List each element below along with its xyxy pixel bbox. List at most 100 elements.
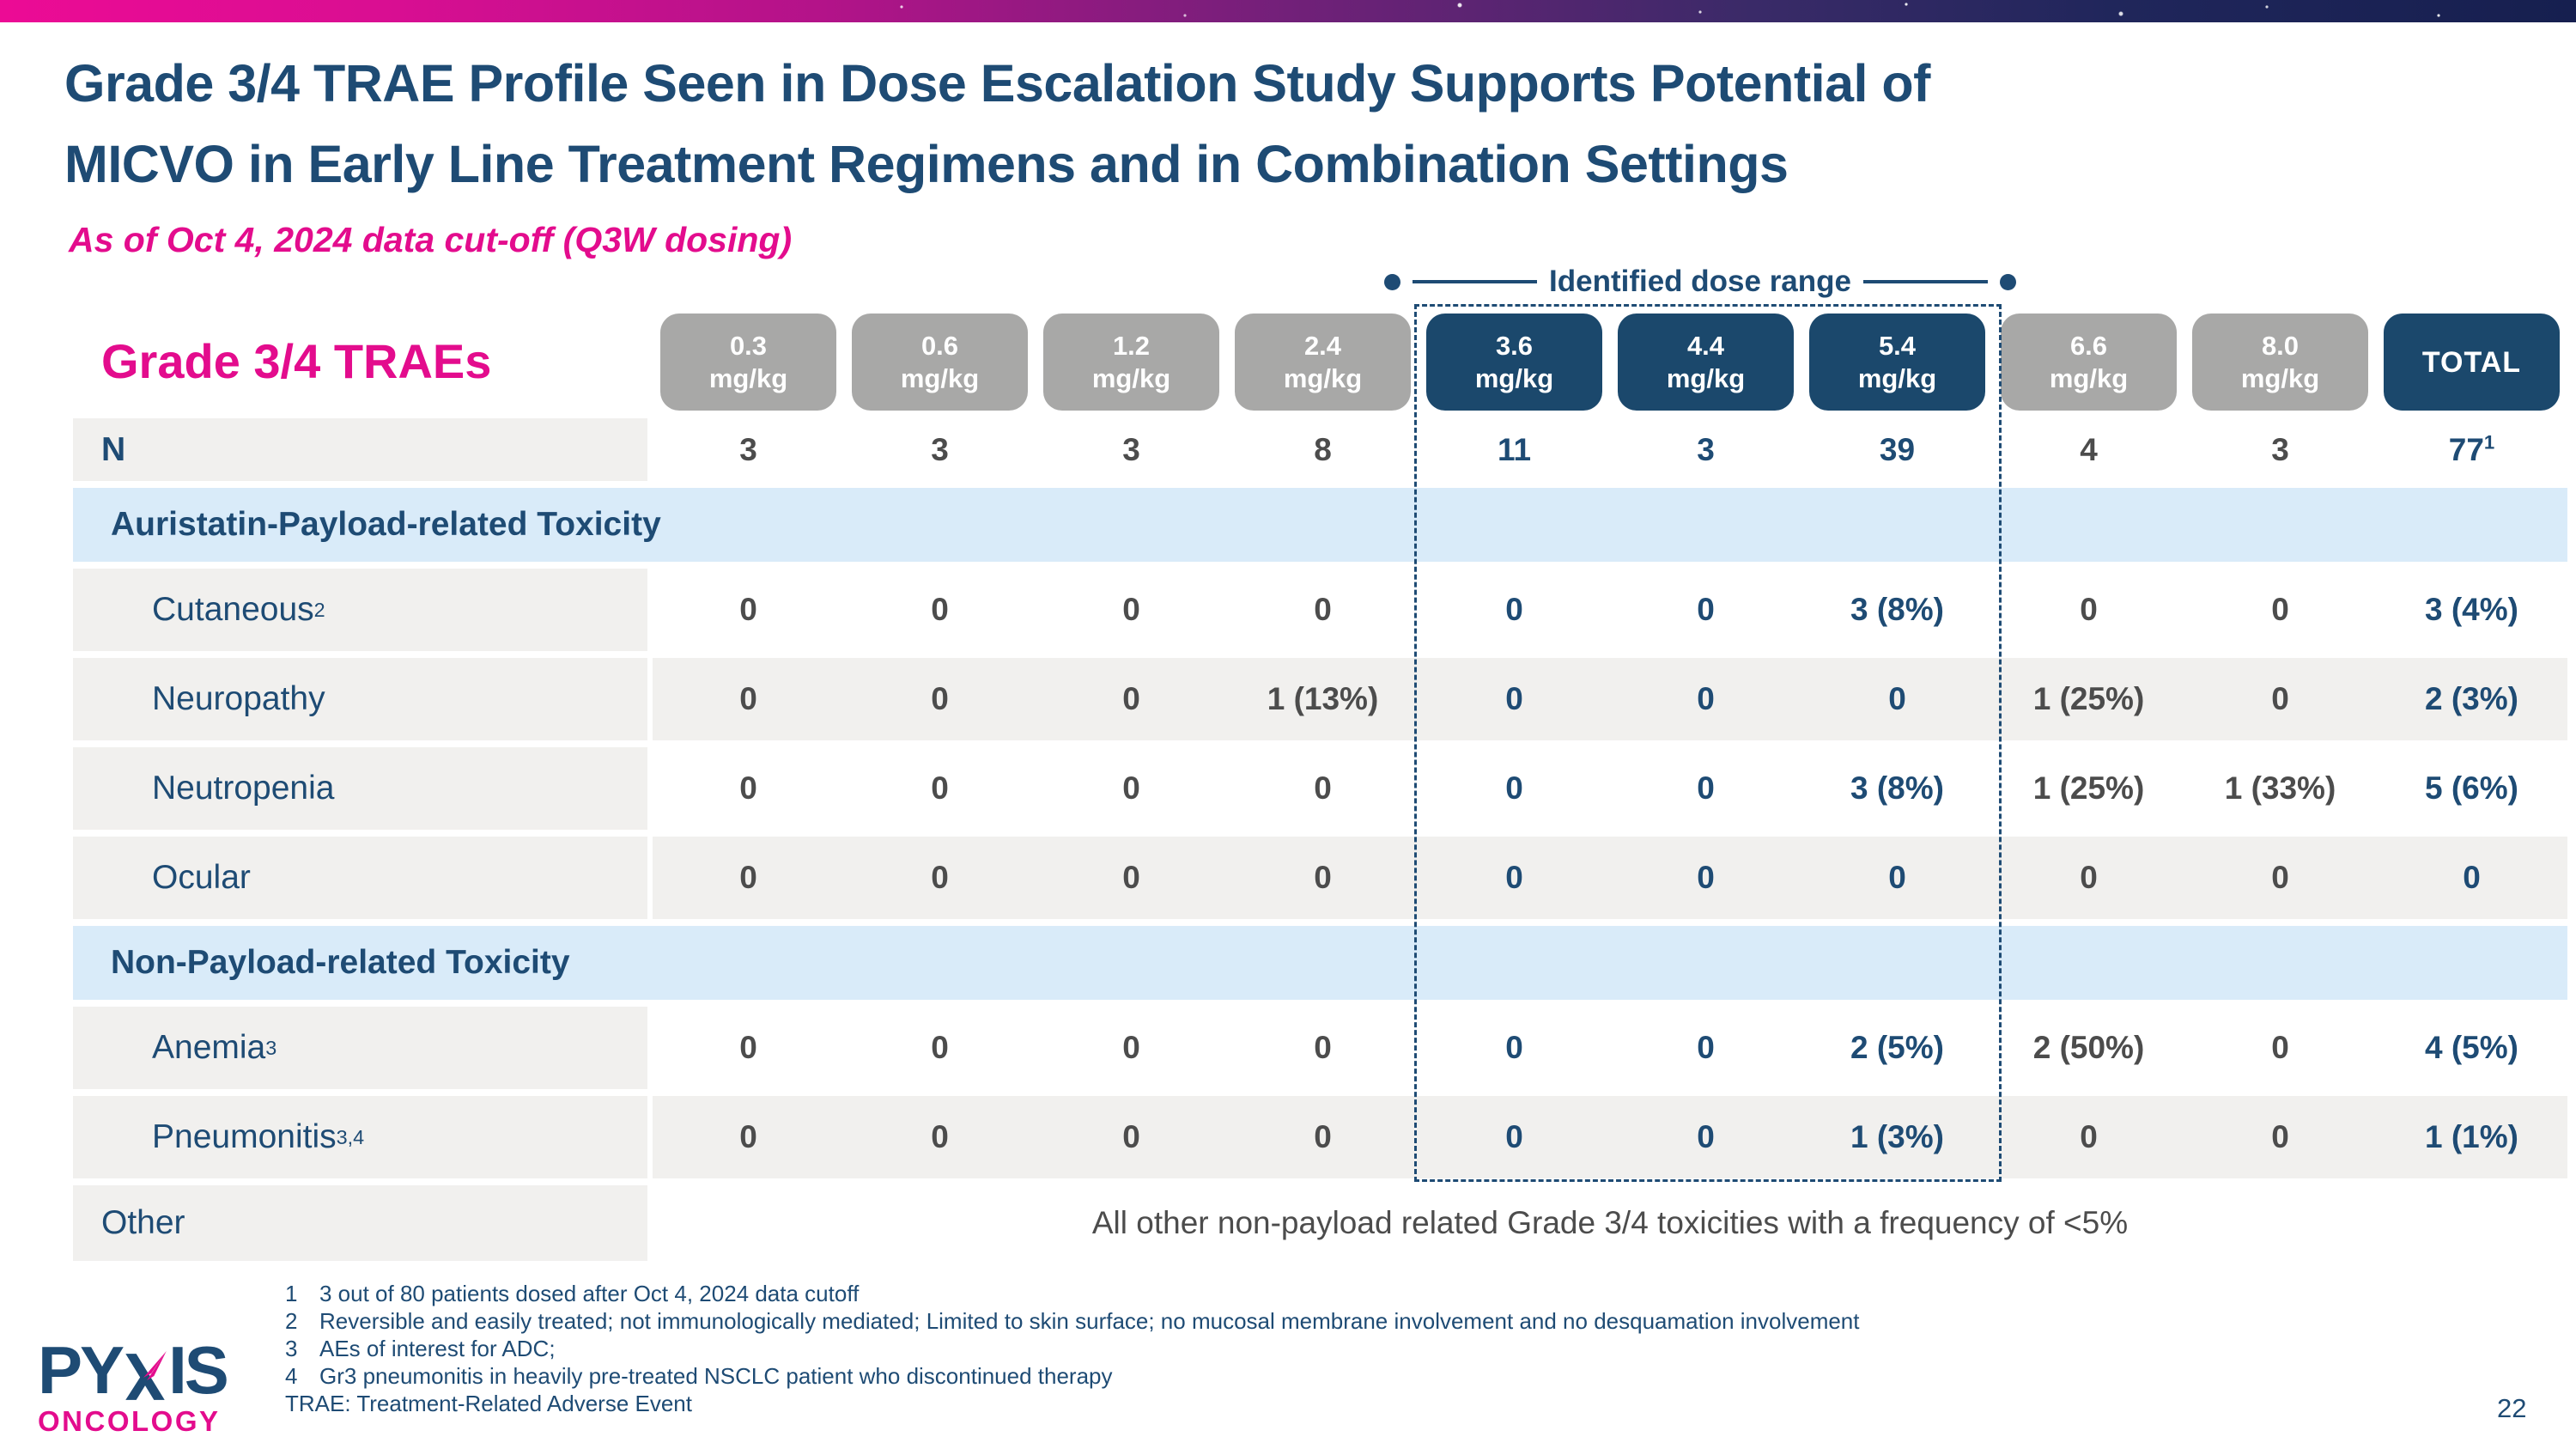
value-cell: 0 [1505, 860, 1523, 895]
other-row-note: All other non-payload related Grade 3/4 … [1091, 1205, 2129, 1240]
value-cell: 0 [1122, 860, 1140, 895]
dose-unit: mg/kg [1283, 362, 1363, 393]
value-cell: 3 (4%) [2425, 592, 2518, 627]
page-number: 22 [2497, 1393, 2527, 1423]
value-cell: 0 [931, 1119, 949, 1154]
row-values: 0 0 0 1 (13%) 0 0 0 1 (25%) 0 2 (3%) [653, 658, 2567, 740]
footnote-line: 2 Reversible and easily treated; not immu… [285, 1307, 1860, 1335]
value-superscript: 1 [2483, 431, 2495, 454]
value-cell: 0 [1122, 681, 1140, 716]
value-cell: 39 [1879, 431, 1916, 467]
value-cell: 0 [1697, 592, 1715, 627]
bracket-left-dot-icon [1384, 273, 1400, 290]
row-label: Pneumonitis 3,4 [73, 1096, 647, 1178]
value-cell: 0 [2271, 592, 2289, 627]
value-cell: 1 (25%) [2032, 681, 2145, 716]
value-cell: 1 (1%) [2425, 1119, 2518, 1154]
value-cell: 4 (5%) [2425, 1030, 2518, 1065]
table-row-ocular: Ocular 0 0 0 0 0 0 0 0 0 0 [73, 837, 2567, 919]
value-cell: 0 [1505, 592, 1523, 627]
value-cell: 3 [1122, 431, 1140, 467]
value-cell: 0 [1697, 681, 1715, 716]
value-cell: 0 [2271, 1119, 2289, 1154]
value-cell: 0 [1314, 770, 1332, 806]
value-cell: 0 [739, 592, 757, 627]
row-values: 3 3 3 8 11 3 39 4 3 771 [653, 418, 2567, 481]
dose-unit: mg/kg [1091, 362, 1171, 393]
value-cell: 11 [1497, 431, 1532, 467]
dose-column-header-slot: 1.2 mg/kg [1036, 314, 1227, 411]
dose-column-header-slot: 5.4 mg/kg [1801, 314, 1993, 411]
value-cell: 0 [1888, 681, 1906, 716]
pyxis-oncology-logo: PY IS ONCOLOGY [38, 1336, 261, 1438]
value-cell: 3 [931, 431, 949, 467]
value-cell: 2 (5%) [1850, 1030, 1944, 1065]
value-cell: 3 (8%) [1850, 770, 1944, 806]
footnote-line: 4 Gr3 pneumonitis in heavily pre-treated … [285, 1362, 1860, 1390]
row-values: 0 0 0 0 0 0 1 (3%) 0 0 1 (1%) [653, 1096, 2567, 1178]
footnote-number: 1 [285, 1281, 298, 1306]
abbreviation-line: TRAE: Treatment-Related Adverse Event [285, 1391, 692, 1416]
value-cell: 2 (3%) [2425, 681, 2518, 716]
table-row-n: N 3 3 3 8 11 3 39 4 3 771 [73, 418, 2567, 481]
dose-column-header-slot: 3.6 mg/kg [1419, 314, 1610, 411]
table-row-pneumonitis: Pneumonitis 3,4 0 0 0 0 0 0 1 (3%) 0 0 1 (1%) [73, 1096, 2567, 1178]
value-cell: 1 (25%) [2032, 770, 2145, 806]
dose-header-pill-1.2: 1.2 mg/kg [1043, 314, 1219, 411]
dose-value: 3.6 [1495, 330, 1534, 361]
row-values: 0 0 0 0 0 0 0 0 0 0 [653, 837, 2567, 919]
dose-value: 2.4 [1303, 330, 1342, 361]
value-cell: 3 [1697, 431, 1715, 467]
value-cell: 0 [2080, 860, 2098, 895]
dose-unit: mg/kg [708, 362, 788, 393]
row-values: 0 0 0 0 0 0 3 (8%) 1 (25%) 1 (33%) 5 (6%) [653, 747, 2567, 830]
dose-header-pill-4.4: 4.4 mg/kg [1618, 314, 1794, 411]
row-label: Other [73, 1185, 647, 1261]
value-cell: 0 [931, 592, 949, 627]
logo-text-is: IS [168, 1332, 229, 1408]
dose-column-header-slot: 6.6 mg/kg [1993, 314, 2184, 411]
dose-column-header-slot: TOTAL [2376, 314, 2567, 411]
dose-value: 8.0 [2261, 330, 2300, 361]
dose-column-header-slot: 8.0 mg/kg [2184, 314, 2376, 411]
dose-unit: mg/kg [1857, 362, 1937, 393]
data-cutoff-subtitle: As of Oct 4, 2024 data cut-off (Q3W dosi… [69, 220, 793, 259]
dose-unit: mg/kg [900, 362, 980, 393]
value-cell: 5 (6%) [2425, 770, 2518, 806]
table-title: Grade 3/4 TRAEs [101, 334, 492, 388]
value-cell: 0 [1314, 1119, 1332, 1154]
footnote-text: 3 out of 80 patients dosed after Oct 4, … [319, 1281, 860, 1306]
footnote-line: 1 3 out of 80 patients dosed after Oct 4,… [285, 1280, 1860, 1307]
dose-header-pill-total: TOTAL [2384, 314, 2560, 411]
value-cell: 0 [2080, 1119, 2098, 1154]
value-cell: 0 [1697, 1119, 1715, 1154]
dose-header-pill-5.4: 5.4 mg/kg [1809, 314, 1985, 411]
value-cell: 0 [1888, 860, 1906, 895]
section-header-row: Auristatin-Payload-related Toxicity [73, 488, 2567, 562]
footnote-number: 4 [285, 1363, 298, 1389]
value-cell: 0 [931, 770, 949, 806]
slide-title-line1: Grade 3/4 TRAE Profile Seen in Dose Esca… [64, 54, 1931, 113]
slide-title: Grade 3/4 TRAE Profile Seen in Dose Esca… [64, 43, 2520, 204]
value-cell: 0 [2080, 592, 2098, 627]
value-cell: 0 [1314, 1030, 1332, 1065]
logo-wordmark: PY IS [38, 1336, 261, 1403]
table-row-other: Other All other non-payload related Grade… [73, 1185, 2567, 1261]
slide-title-line2: MICVO in Early Line Treatment Regimens a… [64, 135, 1789, 193]
row-label: Neuropathy [73, 658, 647, 740]
dose-column-header-slot: 0.3 mg/kg [653, 314, 844, 411]
value-cell: 0 [2271, 1030, 2289, 1065]
dose-column-header-slot: 2.4 mg/kg [1227, 314, 1419, 411]
dose-unit: mg/kg [1474, 362, 1554, 393]
section-header-label: Non-Payload-related Toxicity [111, 944, 570, 981]
top-gradient-banner [0, 0, 2576, 22]
value-cell: 0 [1122, 770, 1140, 806]
row-label: Neutropenia [73, 747, 647, 830]
footnote-number: 3 [285, 1336, 298, 1361]
dose-value: 1.2 [1112, 330, 1151, 361]
value-cell: 0 [1122, 1119, 1140, 1154]
value-cell: 0 [931, 1030, 949, 1065]
dose-header-pill-0.3: 0.3 mg/kg [660, 314, 836, 411]
value-cell: 0 [739, 1119, 757, 1154]
value-cell: 3 [739, 431, 757, 467]
